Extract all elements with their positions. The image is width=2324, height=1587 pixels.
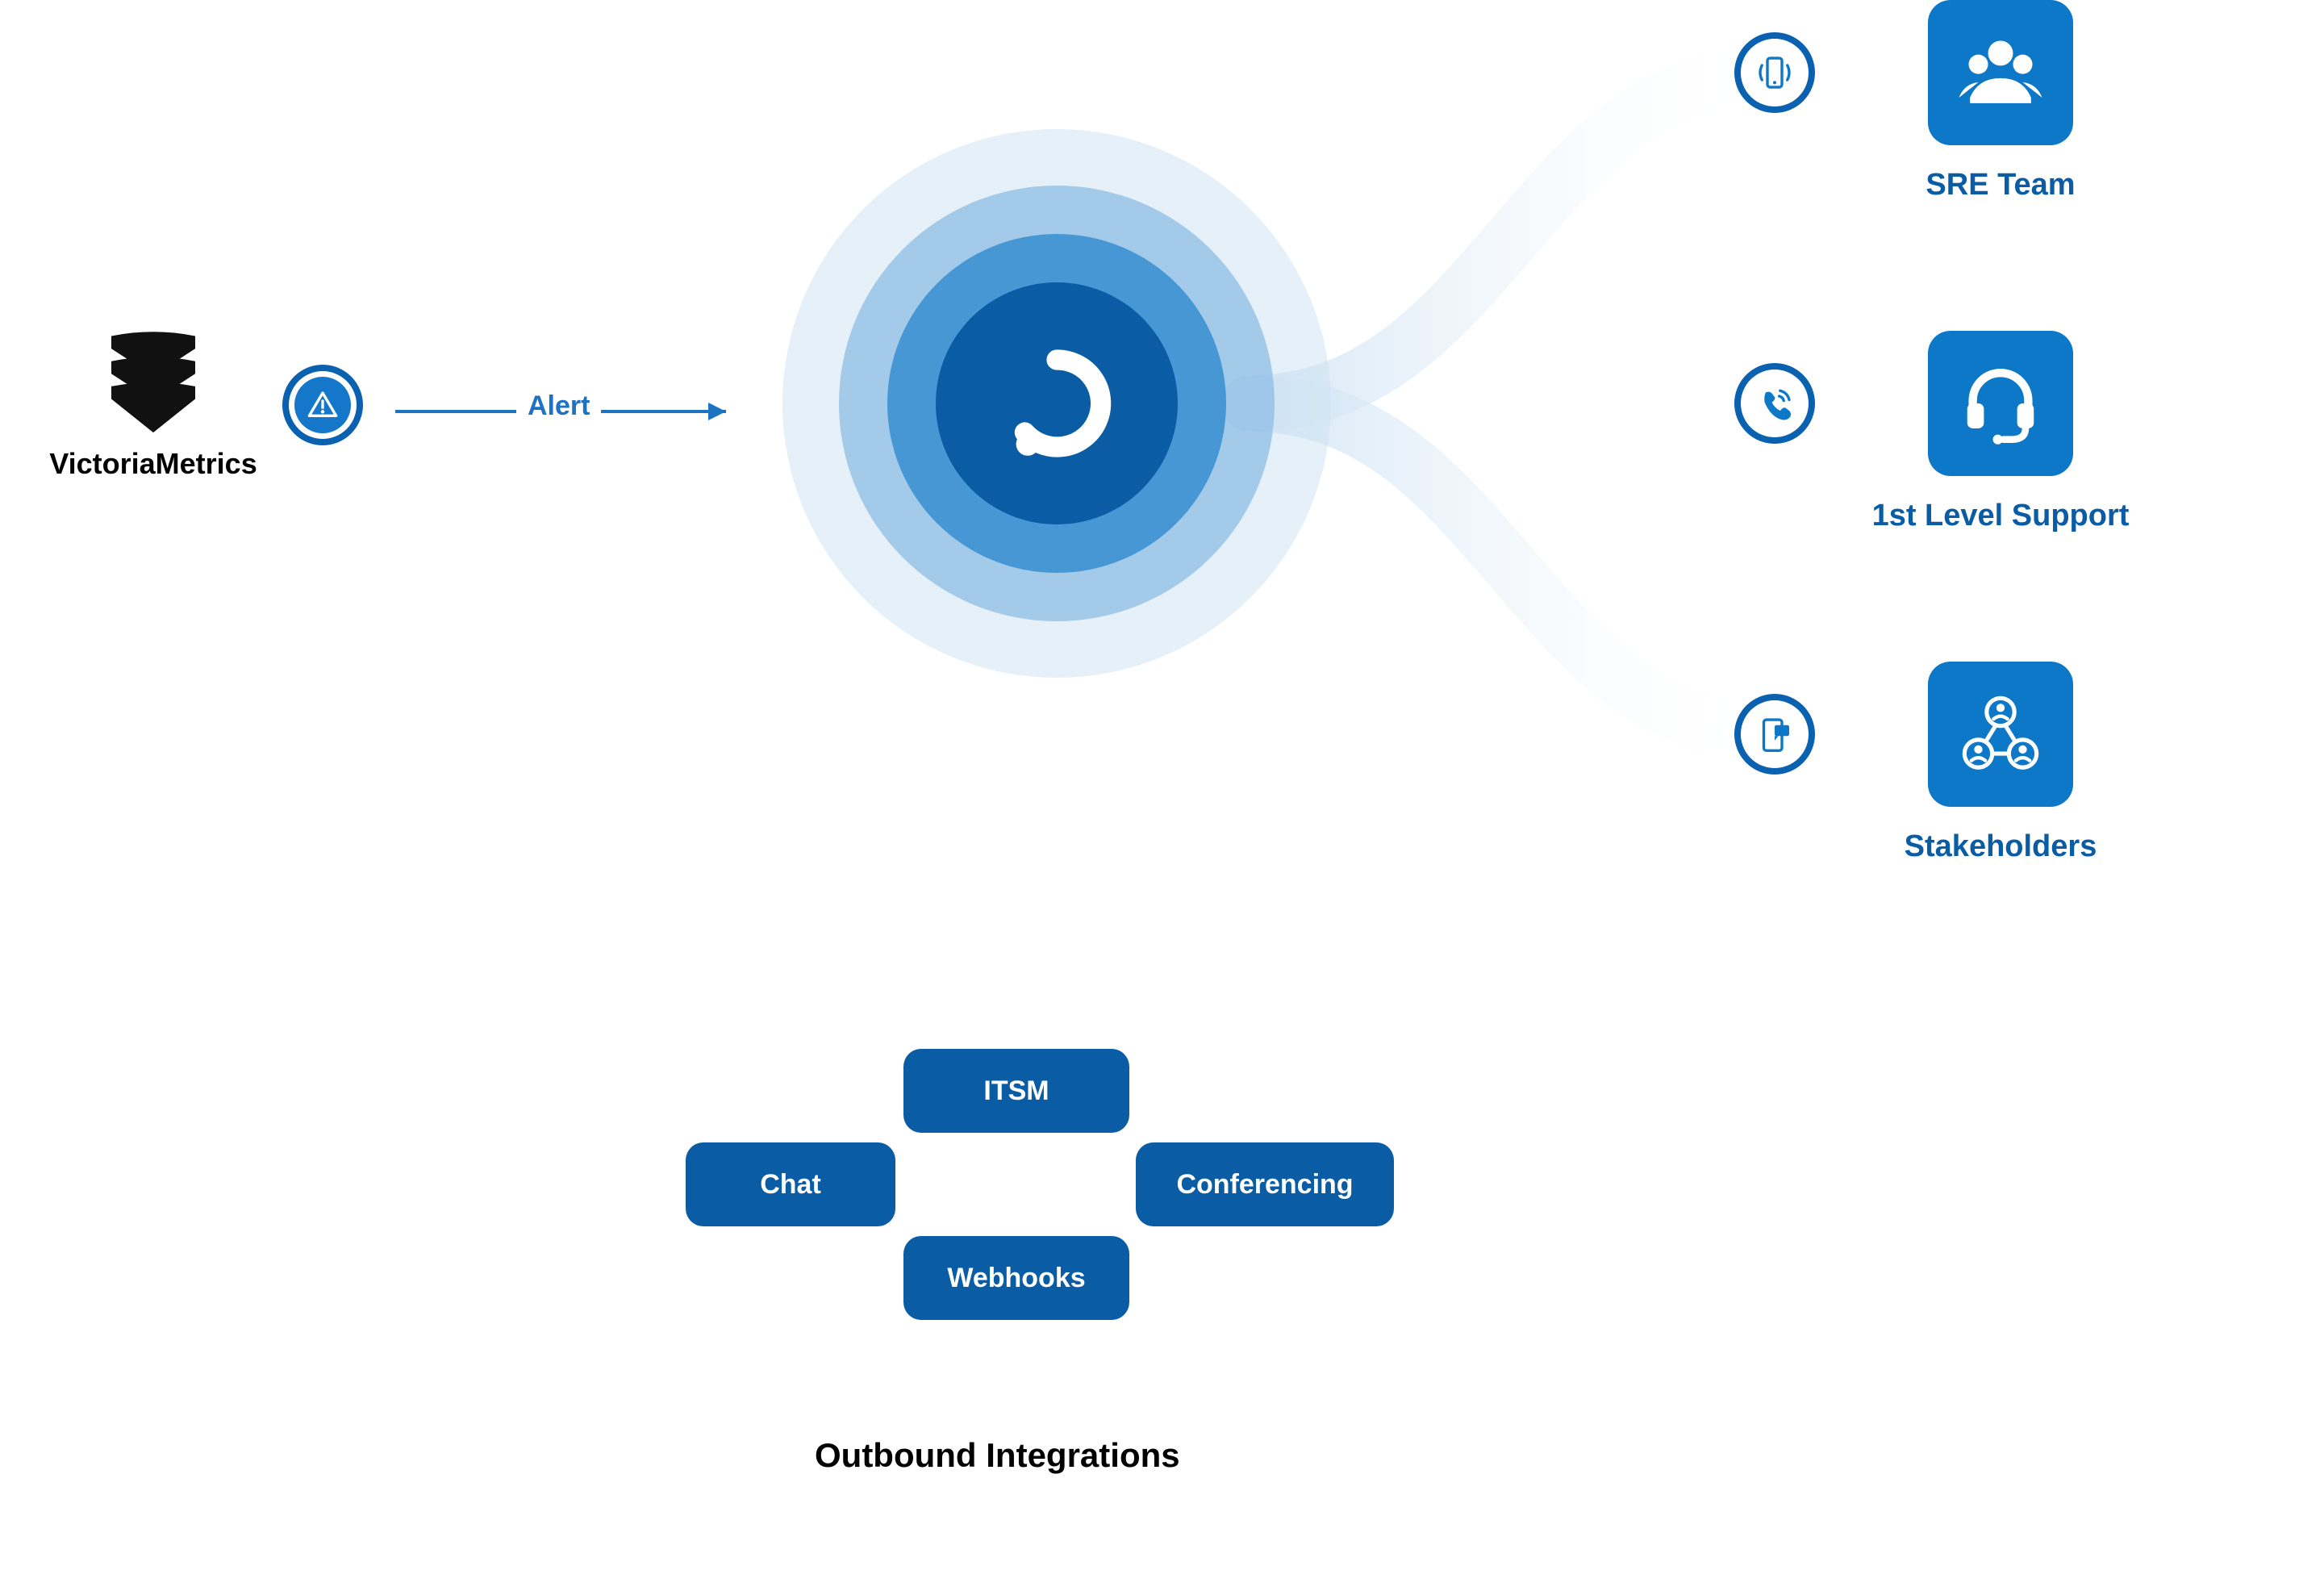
stakeholders-channel-icon <box>1734 694 1815 775</box>
message-device-icon <box>1753 712 1796 756</box>
sre-channel-icon <box>1734 32 1815 113</box>
sre-team-tile <box>1928 0 2073 145</box>
diagram-canvas: VictoriaMetrics Alert <box>0 0 2324 1587</box>
destination-sre-team: SRE Team <box>1880 0 2122 203</box>
central-hub <box>782 129 1331 678</box>
hub-core <box>936 282 1178 524</box>
people-network-icon <box>1956 690 2045 779</box>
phone-vibrate-icon <box>1753 51 1796 94</box>
sre-team-label: SRE Team <box>1926 168 2075 203</box>
users-group-icon <box>1956 28 2045 117</box>
source-victoriametrics: VictoriaMetrics <box>48 323 258 481</box>
chip-webhooks: Webhooks <box>903 1236 1129 1320</box>
stakeholders-label: Stakeholders <box>1905 829 2097 864</box>
warning-triangle-icon <box>307 389 339 421</box>
support-channel-icon <box>1734 363 1815 444</box>
victoriametrics-logo-icon <box>101 323 206 444</box>
chip-itsm: ITSM <box>903 1049 1129 1133</box>
destination-stakeholders: Stakeholders <box>1880 662 2122 864</box>
source-label: VictoriaMetrics <box>49 447 257 481</box>
phone-call-icon <box>1753 382 1796 425</box>
chip-chat: Chat <box>686 1142 895 1226</box>
outbound-integrations-title: Outbound Integrations <box>815 1436 1180 1475</box>
alert-label: Alert <box>516 390 601 422</box>
hub-glyph-icon <box>984 331 1129 476</box>
destination-first-level-support: 1st Level Support <box>1855 331 2146 533</box>
alert-icon <box>282 365 363 445</box>
stakeholders-tile <box>1928 662 2073 807</box>
chip-conferencing: Conferencing <box>1136 1142 1394 1226</box>
headset-icon <box>1956 359 2045 448</box>
first-level-support-tile <box>1928 331 2073 476</box>
first-level-support-label: 1st Level Support <box>1872 499 2130 533</box>
